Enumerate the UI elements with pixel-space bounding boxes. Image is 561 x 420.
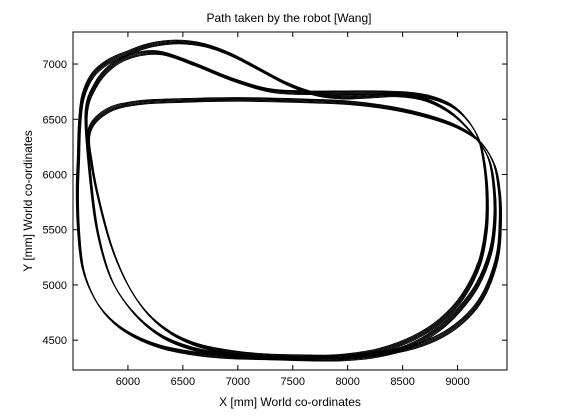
robot-path-upper-left-lap-3 — [85, 51, 488, 359]
axis-ticks: 6000 6500 7000 7500 8000 8500 9000 4500 5000 5500… — [43, 32, 507, 388]
x-tick-label: 8500 — [390, 376, 414, 388]
x-tick-label: 9000 — [445, 376, 469, 388]
y-tick-label: 5000 — [43, 280, 67, 292]
y-tick-label: 7000 — [43, 59, 67, 71]
robot-path-upper-left-lap-1 — [84, 50, 487, 357]
x-tick-label: 6500 — [171, 376, 195, 388]
axes-box — [72, 31, 508, 371]
chart-title: Path taken by the robot [Wang] — [207, 11, 372, 25]
robot-path-group — [75, 39, 503, 362]
robot-path-upper-left-lap-4 — [86, 52, 489, 360]
x-tick-label: 8000 — [335, 376, 359, 388]
robot-path-upper-left-lap-5 — [86, 53, 489, 361]
robot-path-lower-right-lap-5 — [89, 100, 503, 360]
x-tick-label: 7000 — [226, 376, 250, 388]
robot-path-outer-lap-5 — [77, 43, 497, 362]
y-tick-label: 6000 — [43, 169, 67, 181]
x-tick-label: 6000 — [116, 376, 140, 388]
y-tick-label: 4500 — [43, 335, 67, 347]
robot-path-upper-left-lap-2 — [84, 51, 488, 358]
y-tick-label: 6500 — [43, 114, 67, 126]
y-axis-title: Y [mm] World co-ordinates — [21, 130, 35, 272]
y-tick-label: 5500 — [43, 225, 67, 237]
plot-area: 6000 6500 7000 7500 8000 8500 9000 4500 5000 5500… — [43, 31, 508, 388]
x-axis-title: X [mm] World co-ordinates — [219, 395, 361, 409]
x-tick-label: 7500 — [281, 376, 305, 388]
